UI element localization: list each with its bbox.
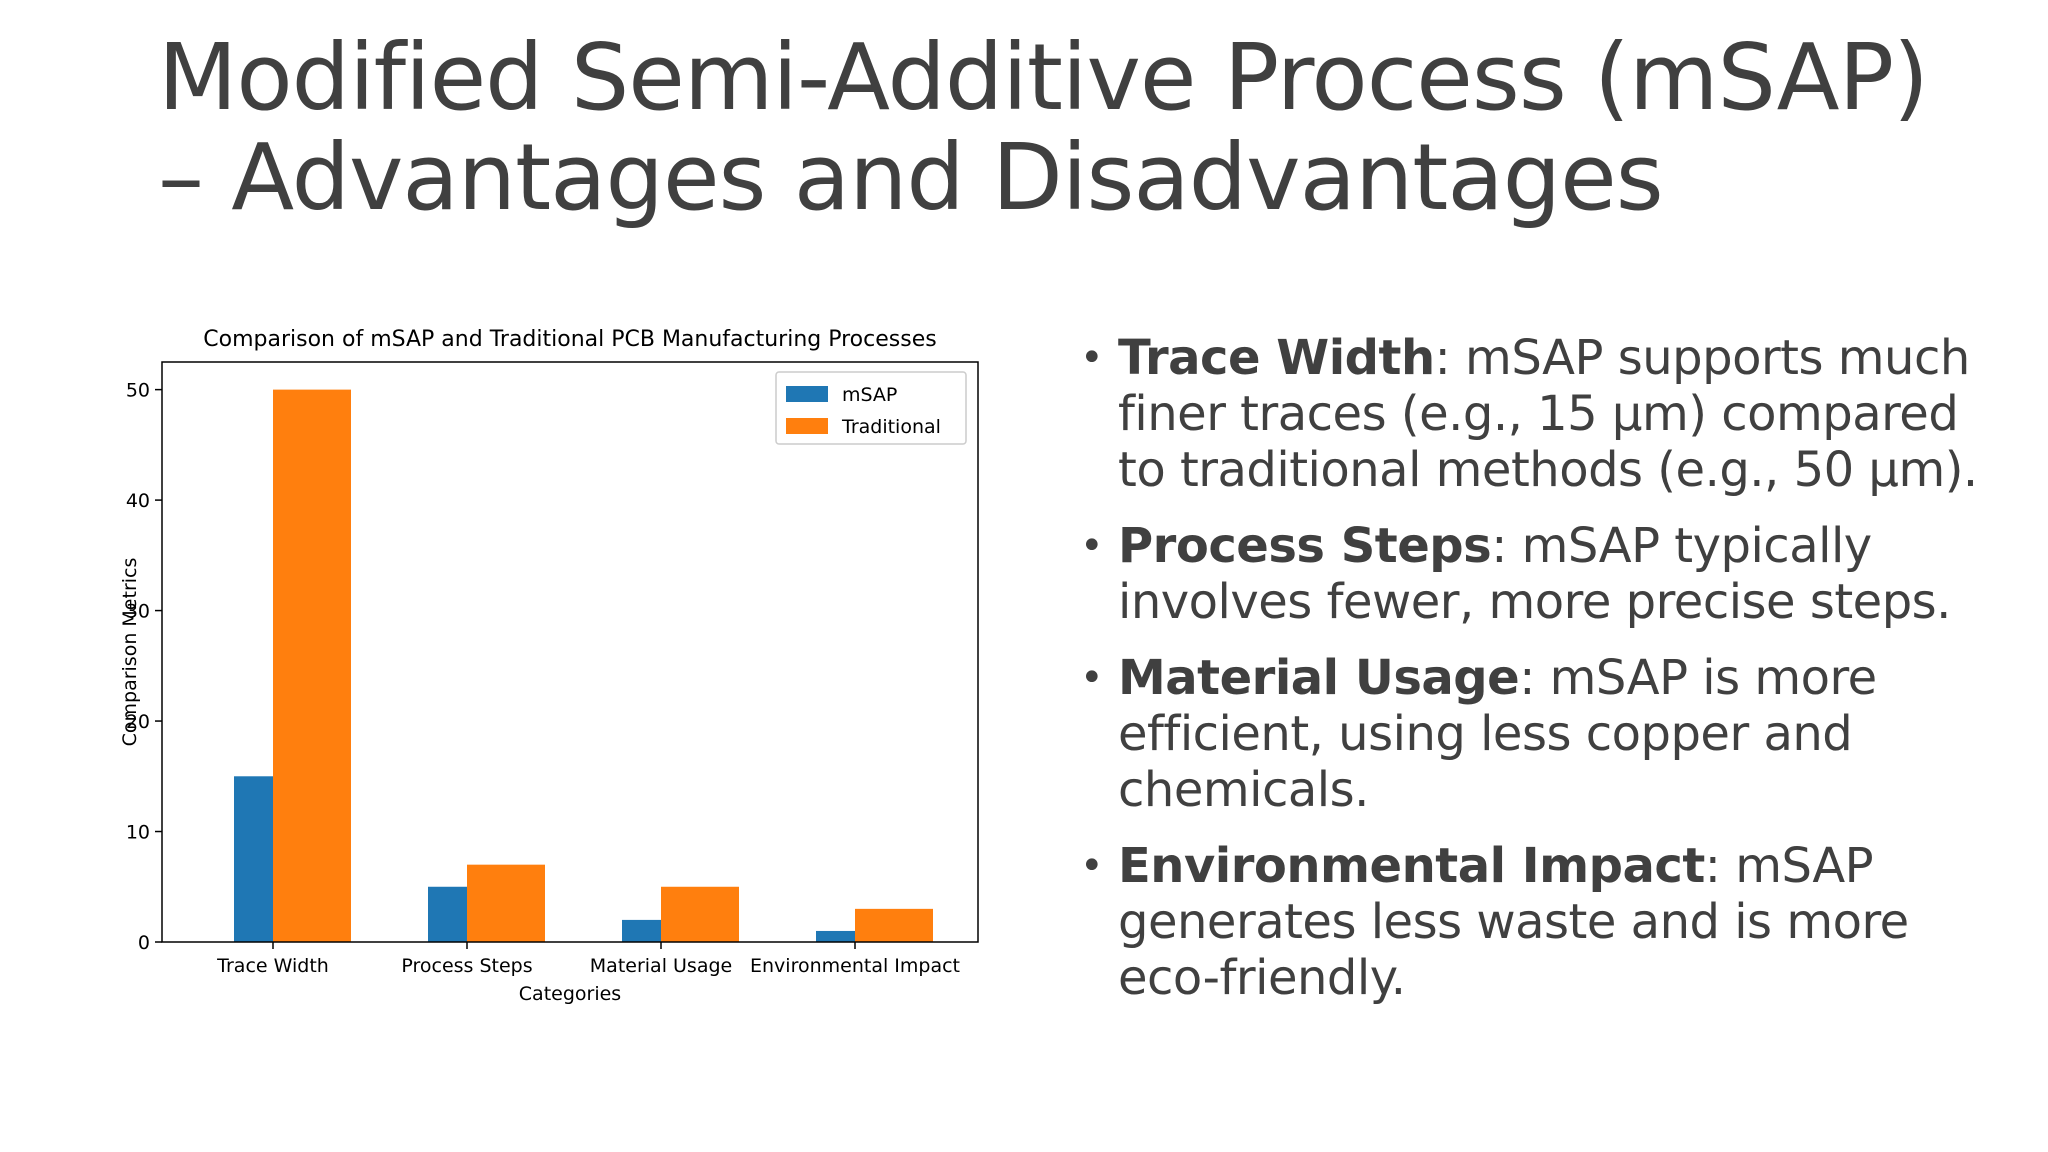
legend-label-msap: mSAP (842, 384, 897, 406)
bullet-dot: • (1080, 523, 1104, 569)
bullet-term: Trace Width (1118, 330, 1435, 386)
bar-msap-environmental-impact (816, 930, 855, 942)
y-tick-label: 40 (126, 490, 150, 512)
bullet-item-material-usage: • Material Usage: mSAP is more efficient,… (1080, 650, 2020, 818)
bar-traditional-process-steps (467, 864, 545, 942)
slide-title-line1: Modified Semi-Additive Process (mSAP) (158, 24, 1929, 131)
plot-frame (161, 361, 979, 943)
bar-msap-material-usage (622, 919, 661, 942)
legend-swatch-traditional (786, 418, 828, 434)
y-tick-label: 20 (126, 711, 150, 733)
chart-title: Comparison of mSAP and Traditional PCB M… (203, 327, 936, 352)
legend-label-traditional: Traditional (841, 416, 941, 438)
bullet-item-trace-width: • Trace Width: mSAP supports much finer t… (1080, 330, 2020, 498)
legend-swatch-msap (786, 386, 828, 402)
x-tick-label: Process Steps (401, 955, 532, 977)
bullet-list: • Trace Width: mSAP supports much finer t… (1080, 330, 2020, 1026)
bullet-text: : mSAP is more efficient, using less cop… (1118, 650, 1877, 818)
y-tick-label: 30 (126, 601, 150, 623)
x-tick-label: Environmental Impact (750, 955, 960, 977)
bar-traditional-environmental-impact (855, 908, 933, 942)
bar-chart: Comparison of mSAP and Traditional PCB M… (110, 310, 1040, 1010)
bar-traditional-material-usage (661, 886, 739, 942)
y-tick-label: 50 (126, 380, 150, 402)
x-tick-label: Trace Width (216, 955, 329, 977)
y-axis-label: Comparison Metrics (119, 558, 141, 747)
bar-msap-trace-width (234, 776, 273, 942)
bullet-item-environmental-impact: • Environmental Impact: mSAP generates le… (1080, 838, 2020, 1006)
slide-title-line2: – Advantages and Disadvantages (158, 124, 1664, 231)
x-axis-label: Categories (519, 983, 621, 1005)
x-tick-label: Material Usage (590, 955, 732, 977)
bar-msap-process-steps (428, 886, 467, 942)
bullet-dot: • (1080, 655, 1104, 701)
bar-chart-svg: Comparison of mSAP and Traditional PCB M… (119, 327, 979, 1005)
bullet-dot: • (1080, 843, 1104, 889)
slide-title: Modified Semi-Additive Process (mSAP) – … (158, 28, 1958, 228)
bullet-item-process-steps: • Process Steps: mSAP typically involves … (1080, 518, 2020, 630)
bar-traditional-trace-width (273, 389, 351, 943)
bullet-dot: • (1080, 335, 1104, 381)
bullet-term: Material Usage (1118, 650, 1520, 706)
y-tick-label: 10 (126, 822, 150, 844)
bullet-term: Process Steps (1118, 518, 1492, 574)
bullet-text: : mSAP generates less waste and is more … (1118, 838, 1909, 1006)
bullet-term: Environmental Impact (1118, 838, 1705, 894)
bullet-text: : mSAP supports much finer traces (e.g.,… (1118, 330, 1978, 498)
y-tick-label: 0 (138, 932, 150, 954)
bullet-text: : mSAP typically involves fewer, more pr… (1118, 518, 1951, 630)
